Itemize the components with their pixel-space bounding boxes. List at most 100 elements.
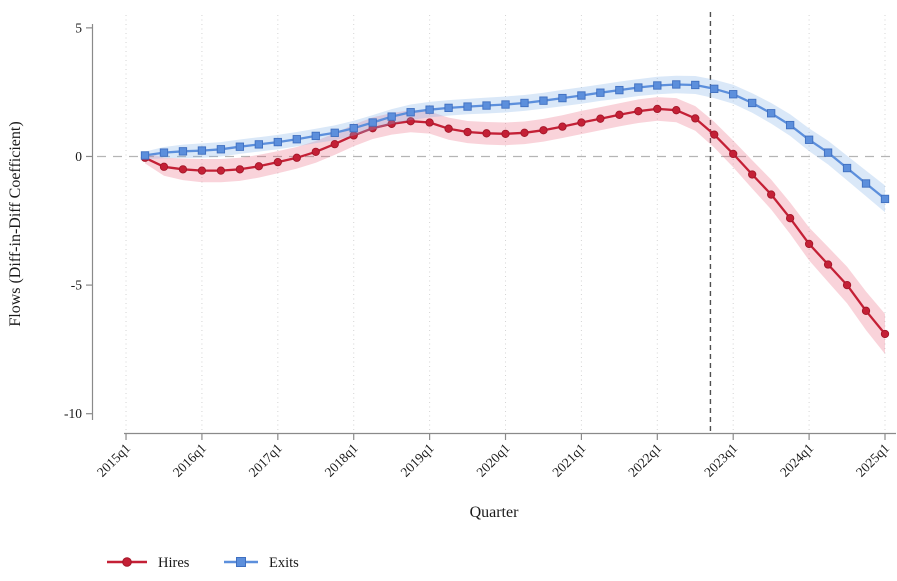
hires-marker (880, 329, 890, 339)
x-tick-label: 2020q1 (473, 441, 512, 480)
exits-marker (842, 163, 852, 173)
hires-marker (482, 129, 491, 138)
exits-marker (653, 81, 662, 90)
exits-marker (178, 147, 188, 156)
hires-marker (710, 130, 719, 139)
exits-marker (634, 83, 643, 92)
exits-marker (311, 131, 320, 141)
exits-marker (368, 118, 377, 127)
exits-marker (463, 102, 472, 111)
y-tick-label: -10 (64, 406, 82, 421)
x-tick-label: 2018q1 (322, 441, 361, 480)
hires-marker (520, 128, 529, 137)
exits-marker (501, 100, 510, 109)
exits-marker (558, 93, 567, 103)
hires-marker (748, 170, 757, 179)
axes-layer: 5 0 -5 -10 2015q1 2016q1 2017q1 2018q1 2019q1 202… (64, 20, 896, 480)
x-tick-label: 2021q1 (549, 441, 588, 480)
y-tick-label: -5 (71, 278, 82, 293)
hires-marker (804, 239, 814, 249)
exits-marker (254, 140, 263, 149)
exits-marker (140, 151, 150, 160)
exits-marker (482, 101, 491, 110)
exits-marker (596, 88, 605, 97)
exits-marker (785, 120, 795, 130)
series-layer (140, 75, 890, 354)
exits-marker (444, 103, 453, 113)
exits-marker (539, 96, 548, 105)
exits-marker (767, 109, 776, 118)
exits-marker (615, 85, 624, 95)
hires-marker (463, 127, 472, 137)
y-axis-title: Flows (Diff-in-Diff Coefficient) (7, 121, 24, 326)
hires-legend-marker-icon (122, 557, 132, 567)
hires-marker (425, 118, 434, 127)
hires-marker (235, 165, 245, 174)
exits-marker (425, 105, 434, 114)
hires-marker (691, 114, 700, 123)
hires-marker (178, 165, 188, 174)
hires-marker (330, 139, 339, 149)
exits-marker (804, 135, 814, 144)
exits-marker (691, 80, 700, 90)
hires-marker (861, 306, 871, 315)
exits-marker (672, 80, 681, 89)
hires-marker (672, 106, 681, 115)
exits-marker (235, 142, 245, 151)
exits-marker (273, 137, 282, 147)
hires-marker (558, 122, 567, 131)
legend-item-exits: Exits (224, 555, 299, 571)
exits-marker (216, 145, 226, 154)
exits-marker (710, 84, 719, 93)
hires-legend-label: Hires (158, 555, 190, 571)
hires-marker (596, 114, 605, 123)
hires-marker (216, 166, 226, 175)
hires-confidence-band (145, 97, 885, 354)
hires-marker (254, 162, 263, 171)
hires-marker (539, 126, 548, 135)
legend-item-hires: Hires (107, 555, 190, 571)
x-tick-label: 2023q1 (701, 441, 740, 480)
hires-marker (292, 153, 301, 162)
x-tick-label: 2017q1 (246, 441, 285, 480)
hires-marker (842, 280, 852, 290)
hires-marker (444, 124, 453, 133)
exits-marker (823, 148, 833, 157)
hires-line (144, 107, 886, 335)
y-tick-label: 0 (75, 149, 82, 164)
exits-marker (729, 90, 738, 99)
exits-marker (159, 148, 169, 157)
hires-marker (406, 117, 415, 126)
legend: Hires Exits (107, 555, 299, 571)
hires-marker (653, 104, 662, 114)
hires-marker (634, 107, 643, 116)
exits-marker (861, 179, 871, 188)
x-tick-label: 2019q1 (397, 441, 436, 480)
exits-marker (406, 108, 415, 117)
exits-marker (880, 194, 890, 204)
hires-marker (501, 129, 510, 138)
gridlines-layer (125, 15, 886, 433)
hires-marker (823, 260, 833, 269)
exits-marker (349, 124, 358, 133)
reference-lines-layer (97, 12, 895, 433)
exits-legend-label: Exits (269, 555, 299, 571)
x-axis-title: Quarter (470, 504, 520, 521)
hires-marker (311, 147, 320, 156)
exits-marker (387, 112, 396, 121)
exits-marker (292, 135, 301, 144)
exits-marker (330, 128, 339, 137)
exits-marker (577, 91, 586, 100)
hires-marker (197, 166, 207, 175)
hires-marker (577, 118, 586, 127)
x-tick-label: 2015q1 (94, 441, 133, 480)
hires-marker (159, 162, 169, 171)
x-tick-label: 2016q1 (170, 441, 209, 480)
hires-marker (729, 149, 738, 159)
exits-legend-marker-icon (236, 557, 246, 567)
hires-marker (767, 190, 776, 199)
y-tick-label: 5 (75, 20, 82, 35)
exits-marker (197, 146, 207, 155)
